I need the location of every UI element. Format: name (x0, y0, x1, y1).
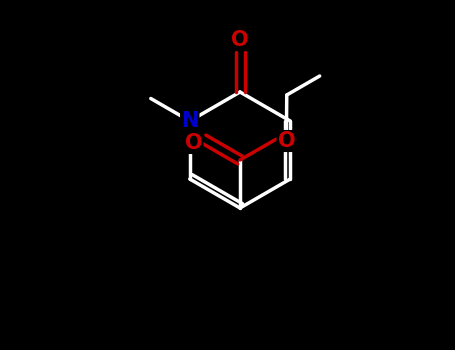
Text: N: N (181, 111, 198, 131)
Text: O: O (185, 133, 202, 153)
Text: O: O (278, 131, 295, 151)
Text: O: O (231, 30, 249, 50)
